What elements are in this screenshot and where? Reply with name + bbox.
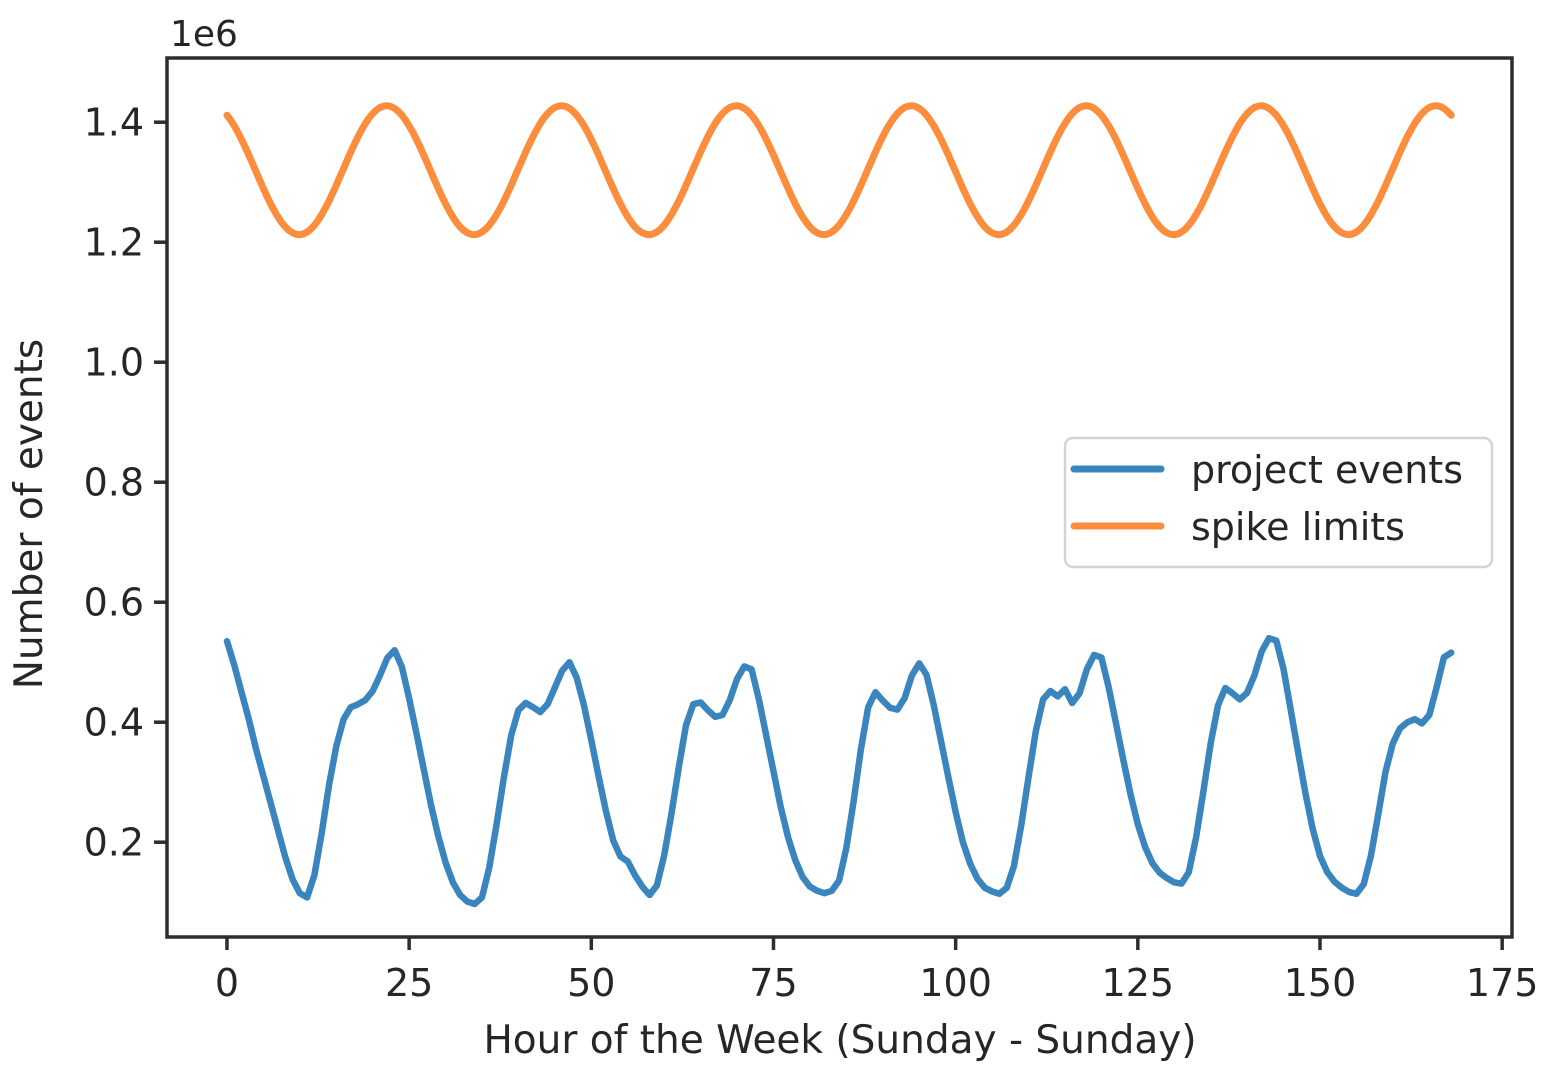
x-tick-label: 125 [1102, 961, 1175, 1005]
x-tick-label: 100 [919, 961, 992, 1005]
line-project-events [223, 634, 1455, 908]
y-tick-label: 0.6 [84, 581, 144, 625]
y-axis: 0.2 0.4 0.6 0.8 1.0 1.2 1.4 [84, 101, 167, 865]
legend-label-project-events: project events [1191, 448, 1463, 492]
x-tick-label: 175 [1466, 961, 1539, 1005]
y-tick-label: 0.4 [84, 701, 144, 745]
y-axis-label: Number of events [7, 339, 52, 689]
y-tick-label: 1.2 [84, 221, 144, 265]
legend-box [1063, 436, 1494, 569]
x-axis-label: Hour of the Week (Sunday - Sunday) [483, 1018, 1196, 1063]
y-tick-label: 1.0 [84, 341, 144, 385]
x-tick-label: 25 [385, 961, 433, 1005]
y-tick-label: 0.8 [84, 461, 144, 505]
legend-label-spike-limits: spike limits [1191, 505, 1405, 549]
x-tick-label: 150 [1284, 961, 1357, 1005]
x-tick-label: 75 [749, 961, 797, 1005]
x-tick-label: 0 [215, 961, 239, 1005]
legend-item-project-events: project events [1070, 448, 1463, 492]
y-tick-label: 1.4 [84, 101, 144, 145]
x-axis: 0 25 50 75 100 125 150 175 [215, 937, 1539, 1005]
y-axis-offset-label: 1e6 [170, 14, 238, 55]
legend-item-spike-limits: spike limits [1070, 505, 1405, 549]
line-spike-limits [223, 102, 1455, 239]
x-tick-label: 50 [567, 961, 615, 1005]
y-tick-label: 0.2 [84, 821, 144, 865]
legend: project events spike limits [1063, 436, 1494, 569]
